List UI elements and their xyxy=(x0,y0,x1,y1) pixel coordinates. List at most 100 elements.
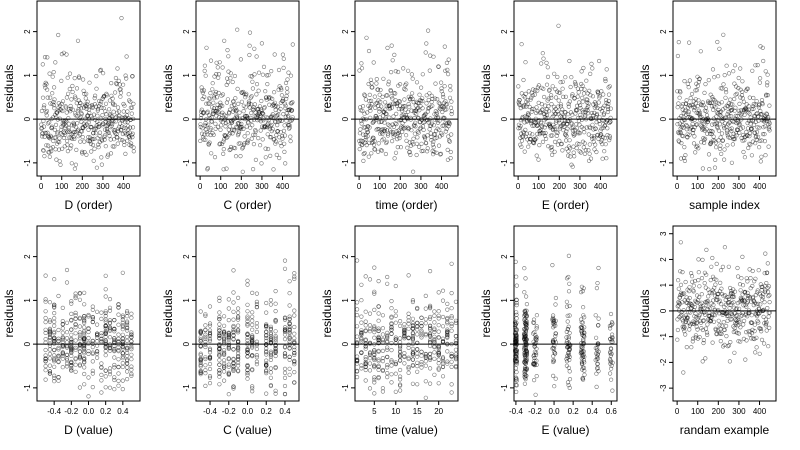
data-point xyxy=(678,90,683,95)
data-point xyxy=(570,164,575,169)
x-axis-label: time (value) xyxy=(375,423,438,437)
data-point xyxy=(703,356,708,361)
data-point xyxy=(394,111,399,116)
data-point xyxy=(90,359,95,364)
data-point xyxy=(580,83,585,88)
data-point xyxy=(691,289,696,294)
data-point xyxy=(226,392,231,397)
data-point xyxy=(721,320,726,325)
data-point xyxy=(103,368,108,373)
data-point xyxy=(209,151,214,156)
data-point xyxy=(432,327,437,332)
data-point xyxy=(434,150,439,155)
data-point xyxy=(428,325,433,331)
data-point xyxy=(513,330,519,336)
y-tick-label: 0 xyxy=(182,341,191,346)
data-point xyxy=(210,87,215,92)
data-point xyxy=(449,109,454,114)
data-point xyxy=(432,320,437,325)
data-point xyxy=(259,161,264,166)
data-point xyxy=(567,99,572,104)
data-point xyxy=(730,292,736,297)
data-point xyxy=(522,266,527,271)
data-point xyxy=(372,330,377,335)
data-point xyxy=(745,279,750,284)
data-point xyxy=(245,335,250,340)
data-point xyxy=(704,272,709,277)
data-point xyxy=(718,135,723,140)
data-point xyxy=(732,96,737,102)
data-point xyxy=(68,146,73,151)
data-point xyxy=(740,79,745,84)
data-point xyxy=(66,126,71,131)
data-point xyxy=(94,355,100,360)
data-point xyxy=(453,334,459,339)
data-point xyxy=(93,131,98,136)
data-point xyxy=(560,86,565,91)
data-point xyxy=(677,295,682,300)
data-point xyxy=(97,133,102,138)
data-point xyxy=(57,159,62,164)
data-point xyxy=(567,343,572,348)
data-point xyxy=(104,112,109,117)
data-point xyxy=(686,40,692,45)
data-point xyxy=(240,169,245,174)
data-point xyxy=(264,300,269,306)
data-point xyxy=(120,324,125,330)
data-point xyxy=(56,147,62,152)
data-point xyxy=(64,352,70,357)
data-point xyxy=(49,149,54,154)
y-axis-label: residuals xyxy=(320,289,334,337)
data-point xyxy=(282,317,288,322)
data-point xyxy=(415,382,420,387)
data-point xyxy=(544,60,549,66)
data-point xyxy=(762,321,767,326)
data-point xyxy=(289,101,294,106)
data-point xyxy=(438,151,444,156)
data-point xyxy=(86,326,91,332)
data-point xyxy=(367,140,372,145)
data-point xyxy=(245,322,250,327)
x-tick-label: 5 xyxy=(372,407,377,416)
data-point xyxy=(728,97,733,102)
data-point xyxy=(130,125,136,130)
data-point xyxy=(73,295,78,301)
data-point xyxy=(711,302,716,308)
data-point xyxy=(599,89,604,94)
data-point xyxy=(523,314,529,319)
data-point xyxy=(733,113,738,118)
data-point xyxy=(362,92,367,97)
data-point xyxy=(675,53,681,59)
y-tick-label: 0 xyxy=(341,341,350,346)
data-point xyxy=(391,124,397,129)
data-point xyxy=(51,138,56,144)
data-point xyxy=(716,308,721,313)
data-point xyxy=(517,97,522,103)
data-point xyxy=(217,368,222,373)
data-point xyxy=(116,116,121,121)
data-point xyxy=(72,94,78,99)
x-tick-label: 0.2 xyxy=(261,407,273,416)
data-point xyxy=(432,326,437,331)
data-point xyxy=(741,318,747,324)
data-point xyxy=(107,366,113,371)
data-point xyxy=(359,350,364,355)
data-point xyxy=(247,101,252,106)
data-point xyxy=(127,136,132,141)
data-point xyxy=(760,297,765,302)
data-point xyxy=(252,72,257,77)
data-point xyxy=(376,364,381,370)
data-point xyxy=(90,315,95,320)
data-point xyxy=(244,93,249,98)
data-point xyxy=(694,320,700,325)
data-point xyxy=(65,149,70,154)
data-point xyxy=(595,346,600,351)
data-point xyxy=(582,151,588,156)
data-point xyxy=(52,277,57,282)
data-point xyxy=(696,257,701,262)
data-point xyxy=(548,145,553,150)
data-point xyxy=(217,370,222,375)
data-point xyxy=(607,326,613,331)
data-point xyxy=(56,345,61,351)
data-point xyxy=(124,369,130,374)
